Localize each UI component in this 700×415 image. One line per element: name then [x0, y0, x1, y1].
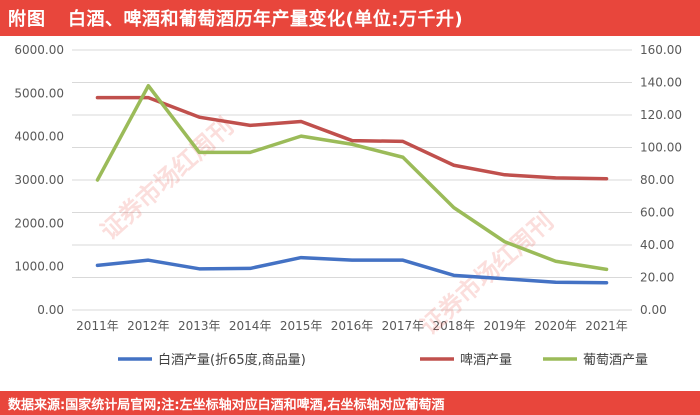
left-tick-label: 4000.00: [14, 130, 64, 144]
series-lines: [95, 84, 609, 285]
left-tick-label: 0.00: [37, 303, 64, 317]
x-tick-label: 2013年: [178, 319, 221, 333]
x-tick-label: 2018年: [433, 319, 476, 333]
source-note: 数据来源:国家统计局官网;注:左坐标轴对应白酒和啤酒,右坐标轴对应葡萄酒: [8, 397, 445, 413]
series-line: [95, 95, 609, 181]
x-tick-label: 2012年: [127, 319, 170, 333]
x-tick-label: 2011年: [76, 319, 119, 333]
footer-bar: 数据来源:国家统计局官网;注:左坐标轴对应白酒和啤酒,右坐标轴对应葡萄酒: [0, 391, 700, 415]
x-tick-label: 2015年: [280, 319, 323, 333]
right-tick-label: 60.00: [640, 206, 674, 220]
left-axis-ticks: 0.00 1000.00 2000.00 3000.00 4000.00 5000.00 6…: [14, 43, 64, 317]
title-bar: 附图 白酒、啤酒和葡萄酒历年产量变化(单位:万千升): [0, 0, 700, 36]
watermark-group: 证券市场红周刊 证券市场红周刊: [95, 112, 559, 340]
legend-label: 啤酒产量: [460, 353, 512, 368]
x-tick-label: 2021年: [585, 319, 628, 333]
right-tick-label: 0.00: [640, 303, 667, 317]
x-tick-label: 2017年: [382, 319, 425, 333]
right-tick-label: 100.00: [640, 141, 682, 155]
right-axis-ticks: 0.00 20.00 40.00 60.00 80.00 100.00 120.00 140.…: [640, 43, 682, 317]
right-tick-label: 120.00: [640, 108, 682, 122]
right-tick-label: 40.00: [640, 238, 674, 252]
legend-label: 白酒产量(折65度,商品量): [158, 352, 306, 368]
right-tick-label: 80.00: [640, 173, 674, 187]
x-tick-label: 2019年: [483, 319, 526, 333]
right-tick-label: 20.00: [640, 271, 674, 285]
x-tick-label: 2016年: [331, 319, 374, 333]
legend-label: 葡萄酒产量: [583, 353, 648, 368]
legend: 白酒产量(折65度,商品量) 啤酒产量 葡萄酒产量: [118, 352, 648, 368]
figure-label: 附图: [8, 9, 46, 30]
right-tick-label: 140.00: [640, 76, 682, 90]
chart-title: 白酒、啤酒和葡萄酒历年产量变化(单位:万千升): [68, 9, 464, 30]
series-line: [95, 255, 609, 285]
right-tick-label: 160.00: [640, 43, 682, 57]
series-line: [95, 84, 609, 272]
left-tick-label: 2000.00: [14, 216, 64, 230]
x-axis-ticks: 2011年 2012年 2013年 2014年 2015年 2016年 2017年 2018年…: [76, 319, 628, 333]
left-tick-label: 5000.00: [14, 86, 64, 100]
left-tick-label: 1000.00: [14, 260, 64, 274]
line-chart: 0.00 1000.00 2000.00 3000.00 4000.00 5000.00 6…: [14, 43, 682, 368]
left-tick-label: 3000.00: [14, 173, 64, 187]
x-tick-label: 2014年: [229, 319, 272, 333]
left-tick-label: 6000.00: [14, 43, 64, 57]
gridlines: [72, 49, 632, 311]
watermark-text: 证券市场红周刊: [95, 112, 239, 245]
x-tick-label: 2020年: [534, 319, 577, 333]
